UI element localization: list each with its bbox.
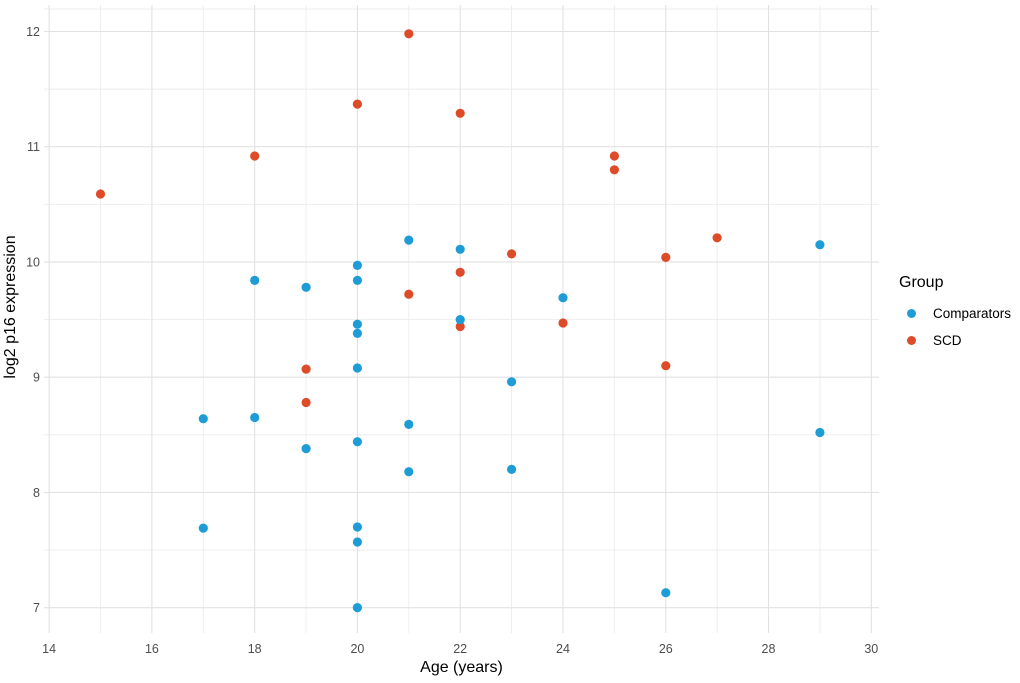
data-point-comparators [352,328,362,338]
legend: Group Comparators SCD [878,272,1020,354]
data-point-comparators [404,235,414,245]
y-tick-label: 12 [26,25,40,39]
y-axis-title: log2 p16 expression [2,235,19,379]
data-point-scd [661,252,671,262]
data-point-comparators [455,315,465,325]
x-tick-label: 24 [556,642,570,656]
data-point-scd [455,267,465,277]
data-point-comparators [455,244,465,254]
data-point-comparators [352,319,362,329]
y-tick-label: 9 [33,371,40,385]
data-point-comparators [404,419,414,429]
data-point-scd [250,151,260,161]
data-point-scd [455,108,465,118]
data-point-comparators [661,588,671,598]
data-point-scd [558,318,568,328]
data-point-comparators [815,240,825,250]
x-tick-label: 28 [762,642,776,656]
x-tick-label: 20 [350,642,364,656]
legend-dot-comparators-icon [907,309,916,318]
x-tick-label: 30 [864,642,878,656]
data-point-scd [507,249,517,259]
x-tick-label: 16 [145,642,159,656]
legend-items: Comparators SCD [878,300,1020,354]
data-point-comparators [250,275,260,285]
legend-dot-scd-icon [907,336,916,345]
data-point-scd [609,165,620,175]
data-point-comparators [250,412,260,423]
legend-item-scd: SCD [878,327,1020,354]
data-point-comparators [404,467,414,477]
x-tick-label: 26 [659,642,673,656]
data-point-scd [609,151,620,161]
data-point-comparators [352,603,362,613]
y-tick-label: 10 [26,256,40,270]
data-point-scd [404,289,414,299]
x-tick-label: 22 [453,642,467,656]
data-point-scd [352,99,362,109]
x-axis-title: Age (years) [420,659,503,676]
data-point-comparators [558,293,568,303]
legend-label-comparators: Comparators [933,306,1012,321]
data-point-comparators [352,363,362,373]
legend-item-comparators: Comparators [878,300,1020,327]
y-tick-label: 8 [33,486,40,500]
data-point-comparators [352,275,362,285]
x-tick-label: 14 [42,642,56,656]
data-point-comparators [507,464,517,474]
data-point-comparators [198,523,208,533]
y-tick-label: 11 [27,140,40,154]
data-point-scd [301,364,311,374]
legend-title: Group [899,274,944,291]
y-tick-label: 7 [33,601,40,615]
data-point-scd [661,361,671,371]
data-point-comparators [352,537,362,547]
data-point-comparators [352,522,362,532]
legend-label-scd: SCD [933,333,962,348]
data-point-comparators [352,260,362,270]
data-point-scd [95,189,106,199]
data-point-comparators [352,437,362,447]
data-point-comparators [815,427,825,438]
data-point-comparators [301,282,311,292]
data-point-scd [455,321,465,332]
x-tick-label: 18 [248,642,262,656]
data-point-comparators [198,414,208,424]
data-point-scd [712,233,722,243]
data-point-comparators [301,444,311,454]
data-point-scd [404,29,414,39]
data-point-scd [301,397,311,408]
data-point-comparators [507,377,517,387]
